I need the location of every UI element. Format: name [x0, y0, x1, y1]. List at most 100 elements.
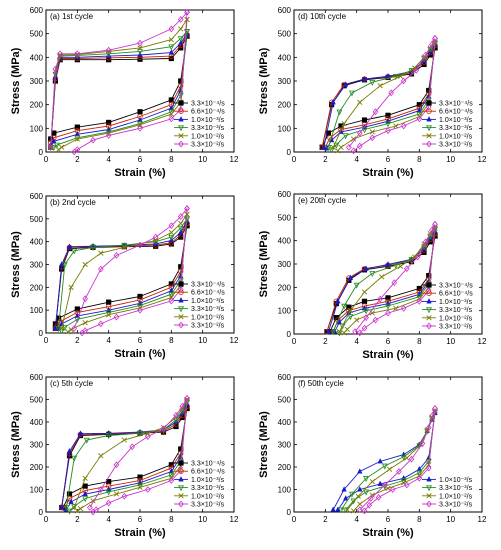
- legend-marker: [426, 485, 432, 492]
- legend-marker: [426, 282, 432, 288]
- data-point: [388, 89, 394, 97]
- data-point: [74, 317, 81, 323]
- y-tick-label: 300: [30, 77, 44, 86]
- data-point: [429, 226, 435, 234]
- data-point: [367, 495, 374, 502]
- x-axis-title: Strain (%): [114, 527, 166, 539]
- data-point: [177, 16, 184, 23]
- plot-frame: [293, 376, 483, 513]
- data-point: [121, 437, 127, 443]
- data-point: [82, 320, 88, 326]
- series-line: [50, 33, 188, 148]
- legend-marker: [178, 140, 184, 148]
- y-tick-label: 300: [30, 261, 44, 270]
- x-tick-label: 2: [75, 155, 80, 164]
- legend-marker: [178, 485, 184, 492]
- data-point: [168, 36, 174, 43]
- data-point: [403, 265, 410, 273]
- legend-label: 3.3×10⁻³/s: [439, 307, 473, 314]
- data-point: [74, 508, 80, 514]
- data-point: [369, 492, 375, 498]
- data-point: [363, 265, 369, 271]
- data-point: [372, 316, 379, 324]
- chart-panel-4: (d) 10th cycle 0 2 4 6 8 10 12 0 100 200 300 400 500 6…: [258, 6, 487, 179]
- data-point: [357, 486, 363, 492]
- panel-title: (b) 2nd cycle: [50, 198, 96, 207]
- chart-panel-3: (c) 5th cycle 0 2 4 6 8 10 12 0 100 200 300 400 500 60…: [10, 373, 239, 539]
- x-tick-label: 12: [230, 336, 239, 345]
- series-line: [50, 29, 188, 148]
- x-axis-title: Strain (%): [114, 167, 166, 179]
- data-point: [356, 142, 363, 150]
- y-tick-label: 400: [278, 418, 292, 427]
- series-line: [359, 408, 436, 512]
- series-line: [61, 408, 188, 508]
- data-point: [137, 306, 143, 314]
- legend-marker: [178, 476, 184, 482]
- data-point: [82, 490, 88, 497]
- series-line: [50, 34, 188, 148]
- y-axis-title: Stress (MPa): [258, 411, 270, 478]
- y-tick-label: 200: [278, 463, 292, 472]
- legend-label: 3.3×10⁻²/s: [439, 324, 473, 331]
- legend-marker: [426, 140, 432, 148]
- x-tick-label: 0: [292, 155, 297, 164]
- data-point: [59, 144, 65, 150]
- x-tick-label: 10: [446, 337, 455, 346]
- legend-label: 1.0×10⁻²/s: [439, 133, 473, 140]
- data-point: [361, 117, 368, 123]
- data-point: [168, 25, 175, 33]
- series-line: [61, 406, 188, 509]
- legend: 3.3×10⁻⁴/s6.6×10⁻⁴/s1.0×10⁻³/s3.3×10⁻³/s…: [174, 460, 225, 509]
- data-point: [416, 115, 423, 123]
- legend-marker: [426, 100, 432, 106]
- data-point: [330, 144, 336, 150]
- data-point: [397, 73, 404, 79]
- x-tick-label: 12: [230, 155, 239, 164]
- data-point: [400, 304, 407, 312]
- x-tick-label: 2: [75, 336, 80, 345]
- data-point: [341, 120, 347, 127]
- data-point: [422, 51, 429, 59]
- data-point: [51, 137, 57, 144]
- y-tick-label: 500: [278, 213, 292, 222]
- legend-label: 1.0×10⁻³/s: [191, 298, 225, 305]
- x-tick-label: 4: [106, 336, 111, 345]
- data-point: [330, 98, 336, 105]
- legend-marker: [178, 100, 184, 106]
- data-point: [105, 52, 112, 59]
- data-point: [335, 297, 341, 304]
- x-tick-label: 4: [106, 515, 111, 524]
- y-tick-label: 500: [30, 396, 44, 405]
- data-point: [168, 291, 175, 298]
- data-point: [178, 39, 184, 46]
- data-point: [425, 103, 432, 111]
- data-point: [350, 508, 357, 514]
- data-point: [79, 329, 85, 337]
- data-point: [98, 250, 104, 256]
- x-tick-label: 10: [198, 515, 207, 524]
- data-point: [342, 495, 349, 501]
- data-point: [168, 111, 174, 117]
- data-point: [389, 486, 396, 493]
- x-tick-label: 8: [169, 515, 174, 524]
- series-line: [54, 220, 188, 329]
- data-point: [412, 65, 418, 71]
- data-point: [342, 133, 349, 140]
- y-tick-label: 100: [30, 124, 44, 133]
- data-point: [113, 461, 120, 469]
- y-tick-label: 400: [30, 418, 44, 427]
- series-line: [348, 38, 436, 152]
- data-point: [416, 297, 423, 305]
- data-point: [168, 297, 175, 305]
- x-axis-title: Strain (%): [362, 349, 414, 361]
- data-point: [369, 271, 376, 278]
- data-point: [385, 127, 391, 135]
- data-point: [178, 220, 184, 227]
- series-line: [54, 223, 188, 329]
- legend-marker: [426, 476, 432, 482]
- x-tick-label: 6: [138, 336, 143, 345]
- x-axis-title: Strain (%): [362, 527, 414, 539]
- data-point: [347, 274, 354, 281]
- data-point: [400, 454, 407, 461]
